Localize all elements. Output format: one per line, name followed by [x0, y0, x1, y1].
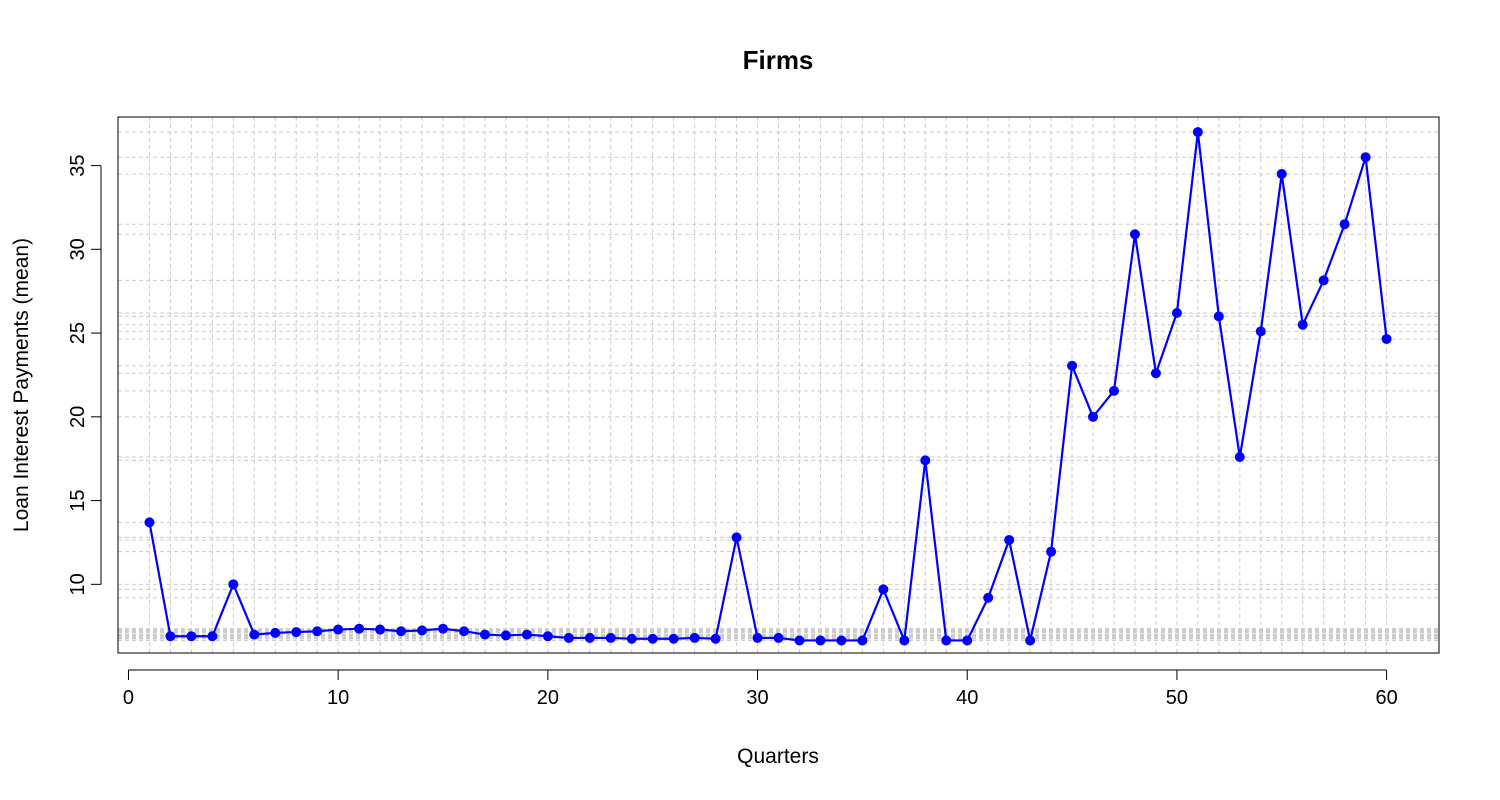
data-point: [962, 635, 973, 646]
data-point: [333, 624, 344, 635]
data-point: [731, 532, 742, 543]
data-point: [1067, 360, 1078, 371]
series: [144, 127, 1392, 646]
data-point: [563, 632, 574, 643]
data-point: [920, 455, 931, 466]
y-tick-label: 35: [67, 154, 89, 176]
data-point: [249, 629, 260, 640]
y-axis-label: Loan Interest Payments (mean): [10, 238, 33, 532]
data-point: [752, 632, 763, 643]
data-point: [228, 579, 239, 590]
data-point: [647, 633, 658, 644]
data-point: [1192, 127, 1203, 138]
data-point: [1171, 307, 1182, 318]
x-axis-label: Quarters: [737, 745, 819, 768]
data-point: [396, 626, 407, 637]
data-point: [878, 584, 889, 595]
data-point: [270, 627, 281, 638]
x-tick-label: 0: [123, 687, 134, 709]
data-point: [1276, 168, 1287, 179]
data-point: [375, 624, 386, 635]
data-point: [1004, 534, 1015, 545]
data-point: [899, 635, 910, 646]
data-point: [668, 633, 679, 644]
data-point: [417, 625, 428, 636]
data-point: [291, 627, 302, 638]
data-point: [1129, 229, 1140, 240]
x-tick-label: 30: [746, 687, 768, 709]
data-point: [689, 632, 700, 643]
data-point: [438, 623, 449, 634]
x-tick-label: 20: [537, 687, 559, 709]
data-point: [815, 635, 826, 646]
data-point: [1339, 219, 1350, 230]
data-point: [144, 517, 155, 528]
data-point: [1108, 385, 1119, 396]
data-point: [1234, 452, 1245, 463]
data-point: [1360, 152, 1371, 163]
data-point: [941, 635, 952, 646]
data-point: [458, 626, 469, 637]
y-tick-label: 25: [67, 322, 89, 344]
chart-title: Firms: [743, 45, 814, 75]
data-point: [186, 631, 197, 642]
data-point: [542, 631, 553, 642]
data-point: [1088, 411, 1099, 422]
axes: 0 10 20 30 40 50 60 10 15 20 25 30 35: [67, 154, 1398, 709]
x-tick-label: 40: [956, 687, 978, 709]
series-line: [148, 130, 1388, 642]
data-point: [500, 630, 511, 641]
x-tick-label: 60: [1375, 687, 1397, 709]
x-tick-label: 10: [327, 687, 349, 709]
data-point: [794, 635, 805, 646]
data-point: [836, 635, 847, 646]
data-point: [354, 623, 365, 634]
data-point: [521, 629, 532, 640]
data-point: [710, 633, 721, 644]
data-point: [983, 592, 994, 603]
data-point: [1046, 546, 1057, 557]
data-point: [207, 631, 218, 642]
data-point: [605, 632, 616, 643]
x-tick-label: 50: [1166, 687, 1188, 709]
data-point: [1255, 326, 1266, 337]
data-point: [1297, 319, 1308, 330]
data-point: [626, 633, 637, 644]
data-point: [1150, 368, 1161, 379]
data-point: [1318, 275, 1329, 286]
data-point: [584, 632, 595, 643]
data-point: [1213, 311, 1224, 322]
data-point: [312, 626, 323, 637]
data-point: [773, 632, 784, 643]
y-tick-label: 20: [67, 406, 89, 428]
data-point: [1025, 635, 1036, 646]
data-point: [479, 629, 490, 640]
plot-frame: [117, 116, 1440, 654]
data-point: [1381, 333, 1392, 344]
grid: [118, 117, 1439, 653]
data-point: [857, 635, 868, 646]
data-point: [165, 631, 176, 642]
y-tick-label: 30: [67, 238, 89, 260]
y-tick-label: 15: [67, 489, 89, 511]
y-tick-label: 10: [67, 573, 89, 595]
